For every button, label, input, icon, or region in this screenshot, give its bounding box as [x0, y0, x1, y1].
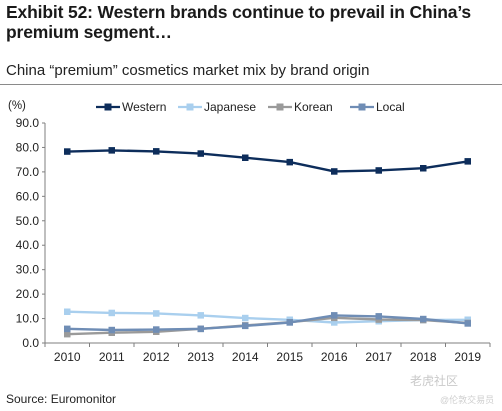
x-tick-label: 2014 [232, 350, 259, 364]
data-point-local [108, 326, 115, 334]
y-tick-label: 70.0 [16, 165, 40, 179]
data-point-western [286, 158, 293, 166]
legend-marker-local [350, 103, 374, 111]
data-point-western [197, 150, 204, 157]
series-line-western [67, 149, 468, 173]
x-tick-label: 2017 [365, 350, 392, 364]
x-tick-label: 2010 [54, 350, 81, 364]
data-point-western [153, 148, 160, 155]
data-point-japanese [331, 319, 338, 326]
y-axis-unit-label: (%) [8, 100, 26, 112]
data-point-western [464, 158, 471, 165]
data-point-japanese [197, 312, 204, 319]
y-tick-label: 10.0 [16, 312, 40, 326]
x-tick-label: 2012 [143, 350, 170, 364]
x-tick-label: 2013 [187, 350, 214, 364]
data-point-local [197, 325, 204, 333]
data-point-korean [64, 330, 71, 338]
legend-label-local: Local [376, 100, 405, 114]
series-line-korean [67, 316, 468, 336]
data-point-western [108, 147, 115, 154]
series-line-local [67, 314, 468, 332]
data-point-western [375, 167, 382, 174]
legend-marker-japanese [178, 103, 202, 111]
chart-subtitle: China “premium” cosmetics market mix by … [6, 62, 370, 79]
x-tick-label: 2015 [276, 350, 303, 364]
title-divider [0, 84, 502, 85]
data-point-western [242, 154, 249, 161]
legend-label-japanese: Japanese [204, 100, 257, 114]
x-tick-label: 2018 [410, 350, 437, 364]
legend-marker-korean [268, 103, 292, 111]
y-tick-label: 40.0 [16, 238, 40, 252]
data-point-local [286, 319, 293, 326]
y-tick-label: 80.0 [16, 140, 40, 154]
y-tick-label: 20.0 [16, 287, 40, 301]
x-tick-label: 2011 [99, 350, 125, 364]
legend-label-korean: Korean [294, 100, 333, 114]
data-point-western [420, 165, 427, 172]
source-note: Source: Euromonitor [6, 392, 117, 406]
legend-marker-western [96, 103, 120, 111]
y-tick-label: 60.0 [16, 189, 40, 203]
x-tick-label: 2016 [321, 350, 348, 364]
data-point-local [331, 312, 338, 319]
y-tick-label: 0.0 [22, 336, 39, 350]
data-point-western [331, 168, 338, 175]
y-tick-label: 50.0 [16, 214, 40, 228]
data-point-japanese [153, 310, 160, 317]
x-tick-label: 2019 [454, 350, 481, 364]
data-point-japanese [64, 308, 71, 315]
legend-label-western: Western [122, 100, 167, 114]
data-point-local [420, 315, 427, 323]
data-point-local [375, 313, 382, 320]
y-tick-label: 90.0 [16, 116, 40, 130]
data-point-japanese [108, 309, 115, 317]
data-point-local [464, 320, 471, 327]
data-point-japanese [242, 314, 249, 322]
y-tick-label: 30.0 [16, 263, 40, 277]
data-point-local [64, 325, 71, 333]
watermark-sub: @伦敦交易员 [440, 395, 495, 405]
exhibit-title: Exhibit 52: Western brands continue to p… [6, 2, 472, 42]
data-point-local [242, 322, 249, 330]
watermark: 老虎社区 [410, 374, 459, 388]
data-point-local [153, 326, 160, 333]
data-point-western [64, 148, 71, 155]
